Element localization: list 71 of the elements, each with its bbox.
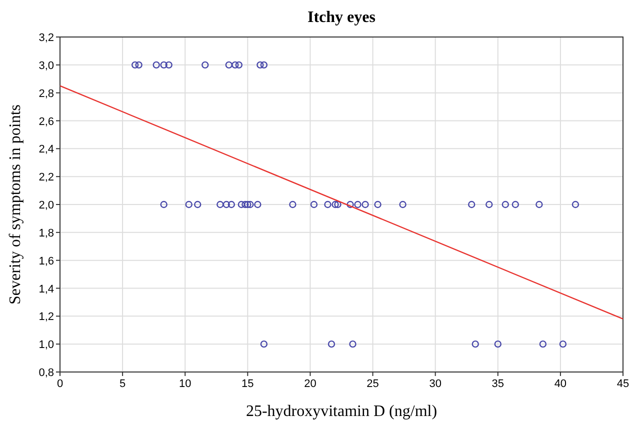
x-axis-title: 25-hydroxyvitamin D (ng/ml) bbox=[246, 403, 438, 420]
y-axis-title: Severity of symptoms in points bbox=[7, 104, 24, 304]
y-tick-label: 1,4 bbox=[38, 283, 54, 296]
point bbox=[254, 200, 262, 208]
x-tick-label: 15 bbox=[242, 378, 254, 390]
point bbox=[399, 200, 406, 208]
y-tick-label: 2,2 bbox=[38, 172, 54, 184]
point bbox=[232, 61, 239, 69]
point bbox=[165, 61, 172, 69]
point bbox=[246, 200, 254, 208]
y-tick-label: 2,8 bbox=[38, 88, 54, 100]
point bbox=[349, 340, 356, 348]
y-tick-label: 1,8 bbox=[38, 227, 54, 240]
point bbox=[468, 200, 476, 208]
x-tick-label: 25 bbox=[366, 378, 379, 390]
x-tick-label: 0 bbox=[56, 378, 64, 390]
point bbox=[486, 200, 493, 208]
point bbox=[324, 200, 332, 208]
x-tick-label: 5 bbox=[119, 378, 126, 390]
point bbox=[135, 61, 142, 69]
point bbox=[242, 200, 249, 208]
point bbox=[244, 200, 252, 208]
y-tick-label: 3,0 bbox=[38, 60, 54, 72]
y-tick-label: 3,2 bbox=[38, 32, 54, 44]
y-tick-label: 1,6 bbox=[38, 255, 54, 268]
y-tick-label: 0,8 bbox=[38, 367, 54, 379]
point bbox=[332, 200, 339, 208]
point bbox=[152, 61, 160, 69]
point bbox=[225, 61, 232, 69]
point bbox=[572, 200, 580, 208]
y-tick-label: 2,6 bbox=[38, 116, 54, 128]
point bbox=[310, 200, 318, 208]
point bbox=[494, 340, 502, 348]
point bbox=[238, 200, 246, 208]
x-tick-label: 45 bbox=[616, 378, 630, 390]
y-tick-label: 2,4 bbox=[38, 144, 54, 156]
point bbox=[334, 200, 342, 208]
point bbox=[539, 340, 547, 348]
y-tick-label: 1,2 bbox=[38, 311, 54, 324]
point bbox=[131, 61, 139, 69]
y-tick-label: 1,0 bbox=[38, 339, 54, 352]
point bbox=[194, 200, 202, 208]
point bbox=[256, 61, 264, 69]
point bbox=[346, 200, 354, 208]
point bbox=[502, 200, 509, 208]
point bbox=[235, 61, 243, 69]
point bbox=[512, 200, 520, 208]
point bbox=[260, 61, 268, 69]
chart-title: Itchy eyes bbox=[308, 9, 376, 26]
point bbox=[362, 200, 369, 208]
point bbox=[160, 61, 168, 69]
point bbox=[228, 200, 235, 208]
point bbox=[160, 200, 168, 208]
point bbox=[222, 200, 230, 208]
x-tick-label: 30 bbox=[429, 378, 442, 390]
point bbox=[374, 200, 382, 208]
x-tick-label: 20 bbox=[304, 378, 316, 390]
point bbox=[185, 200, 192, 208]
x-tick-label: 35 bbox=[492, 378, 504, 390]
point bbox=[289, 200, 296, 208]
point bbox=[260, 340, 268, 348]
point bbox=[354, 200, 362, 208]
point bbox=[202, 61, 209, 69]
x-tick-label: 10 bbox=[178, 378, 192, 390]
point bbox=[472, 340, 479, 348]
point bbox=[536, 200, 543, 208]
point bbox=[328, 340, 336, 348]
y-tick-label: 2,0 bbox=[38, 200, 54, 212]
point bbox=[216, 200, 224, 208]
point bbox=[559, 340, 567, 348]
x-tick-label: 40 bbox=[554, 378, 567, 390]
